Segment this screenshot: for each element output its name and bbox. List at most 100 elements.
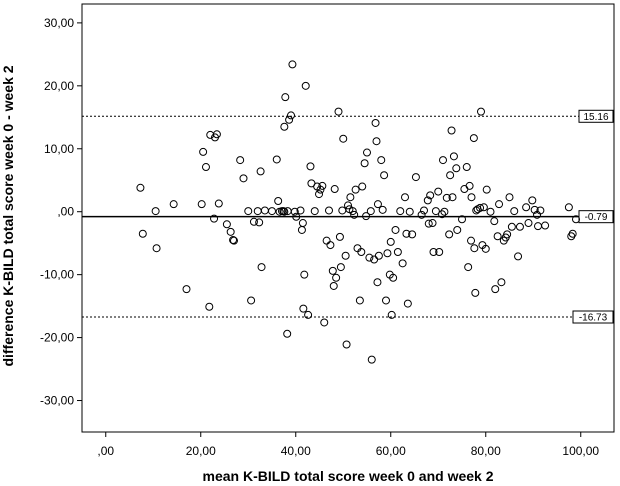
data-point	[362, 212, 371, 221]
data-point	[197, 200, 206, 209]
data-point	[405, 207, 414, 216]
data-point	[334, 107, 343, 116]
data-point	[431, 207, 440, 216]
data-point	[357, 247, 366, 256]
data-point	[452, 164, 461, 173]
data-point	[447, 126, 456, 135]
data-point	[268, 207, 276, 216]
data-point	[458, 215, 466, 224]
x-tick-label: 100,00	[562, 444, 599, 458]
data-point	[256, 167, 265, 176]
data-point	[428, 219, 437, 228]
y-axis-title: difference K-BILD total score week 0 - w…	[0, 65, 16, 366]
data-point	[341, 251, 350, 260]
data-point	[332, 273, 341, 282]
data-point	[365, 253, 374, 262]
data-point	[205, 302, 214, 311]
data-point	[467, 193, 476, 202]
data-point	[380, 171, 389, 180]
data-point	[304, 310, 313, 319]
data-point	[476, 203, 485, 212]
x-axis-ticks: ,00 20,00 40,00 60,00 80,00 100,00	[97, 432, 599, 458]
data-point	[299, 304, 308, 313]
data-point	[239, 174, 248, 183]
data-point	[495, 200, 504, 209]
data-point	[449, 152, 458, 161]
data-point	[434, 187, 443, 196]
data-point	[408, 230, 417, 239]
data-point	[288, 60, 297, 69]
reference-label-box	[572, 310, 614, 324]
data-point	[453, 225, 462, 234]
data-point	[522, 203, 531, 212]
y-tick-label: 10,00	[44, 142, 74, 156]
data-point	[344, 201, 352, 210]
x-tick-label: ,00	[97, 444, 114, 458]
data-point	[497, 278, 506, 287]
data-point	[136, 183, 145, 192]
data-point	[281, 93, 290, 102]
data-point	[255, 218, 264, 227]
data-point	[342, 340, 351, 349]
reference-lines: 15.16 -0.79 -16.73	[82, 109, 614, 324]
data-point	[389, 273, 398, 282]
data-point	[528, 196, 537, 205]
data-point	[249, 217, 258, 226]
data-point	[210, 214, 219, 223]
reference-line-label: 15.16	[583, 112, 608, 123]
data-point	[426, 191, 435, 200]
data-points	[136, 60, 580, 364]
data-point	[355, 296, 364, 305]
data-point	[465, 181, 474, 190]
data-point	[373, 200, 382, 209]
data-point	[226, 227, 235, 236]
data-point	[530, 205, 539, 214]
data-point	[283, 329, 292, 338]
data-point	[201, 163, 210, 172]
data-point	[236, 156, 245, 165]
data-point	[244, 207, 253, 216]
data-point	[336, 263, 345, 272]
data-point	[374, 251, 383, 260]
data-point	[212, 130, 221, 139]
data-point	[306, 162, 315, 171]
data-point	[348, 207, 357, 216]
data-point	[438, 210, 447, 219]
data-point	[152, 244, 161, 253]
data-point	[350, 210, 359, 219]
data-point	[510, 207, 519, 216]
data-point	[448, 193, 457, 202]
data-point	[326, 241, 335, 250]
plot-area	[81, 3, 615, 433]
data-point	[272, 155, 281, 164]
y-tick-label: -20,00	[40, 331, 74, 345]
data-point	[470, 244, 479, 253]
data-point	[335, 232, 344, 241]
data-point	[479, 203, 488, 212]
data-point	[493, 232, 502, 241]
data-point	[420, 206, 428, 215]
data-point	[524, 219, 533, 228]
data-point	[411, 173, 420, 182]
reference-line-label: -16.73	[579, 313, 608, 324]
data-point	[328, 266, 337, 275]
data-point	[391, 225, 400, 234]
data-point	[377, 156, 386, 165]
data-point	[320, 318, 329, 327]
data-point	[280, 207, 289, 216]
x-tick-label: 60,00	[376, 444, 406, 458]
y-tick-label: -30,00	[40, 394, 74, 408]
data-point	[440, 207, 449, 216]
data-point	[424, 219, 433, 228]
data-point	[287, 111, 295, 120]
data-point	[274, 197, 283, 206]
data-point	[469, 134, 478, 143]
data-point	[247, 296, 256, 305]
data-point	[339, 134, 348, 143]
data-point	[300, 270, 309, 279]
data-point	[316, 185, 325, 194]
x-tick-label: 20,00	[186, 444, 216, 458]
data-point	[138, 229, 147, 238]
data-point	[222, 220, 231, 229]
x-tick-label: 40,00	[281, 444, 311, 458]
